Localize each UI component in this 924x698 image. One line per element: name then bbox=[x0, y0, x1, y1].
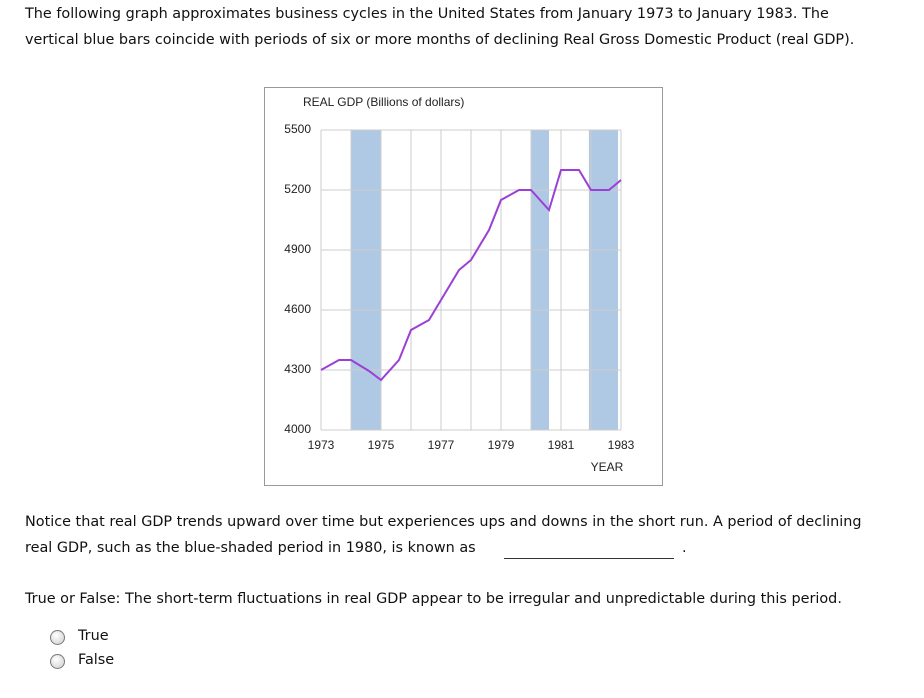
x-tick-label: 1981 bbox=[548, 438, 575, 452]
question-end: . bbox=[682, 540, 687, 556]
intro-line: vertical blue bars coincide with periods… bbox=[25, 32, 855, 48]
radio-button[interactable] bbox=[50, 654, 65, 669]
option-label[interactable]: True bbox=[78, 628, 109, 644]
x-tick-label: 1975 bbox=[368, 438, 395, 452]
intro-line: The following graph approximates busines… bbox=[25, 6, 829, 22]
answer-blank[interactable] bbox=[504, 558, 674, 559]
shaded-period bbox=[531, 130, 549, 430]
x-axis-label: YEAR bbox=[591, 460, 624, 474]
y-tick-label: 4300 bbox=[284, 362, 311, 376]
y-tick-label: 5200 bbox=[284, 182, 311, 196]
option-label[interactable]: False bbox=[78, 652, 115, 668]
chart-title: REAL GDP (Billions of dollars) bbox=[303, 95, 464, 109]
y-tick-label: 5500 bbox=[284, 122, 311, 136]
x-tick-label: 1973 bbox=[308, 438, 335, 452]
data-line bbox=[320, 169, 622, 382]
x-tick-label: 1983 bbox=[608, 438, 635, 452]
question-line: True or False: The short-term fluctuatio… bbox=[25, 591, 842, 607]
shaded-period bbox=[351, 130, 381, 430]
radio-button[interactable] bbox=[50, 630, 65, 645]
question-line: real GDP, such as the blue-shaded period… bbox=[25, 540, 476, 556]
shaded-period bbox=[588, 130, 618, 430]
y-tick-label: 4900 bbox=[284, 242, 311, 256]
x-tick-label: 1979 bbox=[488, 438, 515, 452]
y-tick-label: 4600 bbox=[284, 302, 311, 316]
question-line: Notice that real GDP trends upward over … bbox=[25, 514, 862, 530]
chart: REAL GDP (Billions of dollars) YEAR 4000… bbox=[264, 87, 663, 486]
y-tick-label: 4000 bbox=[284, 422, 311, 436]
x-tick-label: 1977 bbox=[428, 438, 455, 452]
